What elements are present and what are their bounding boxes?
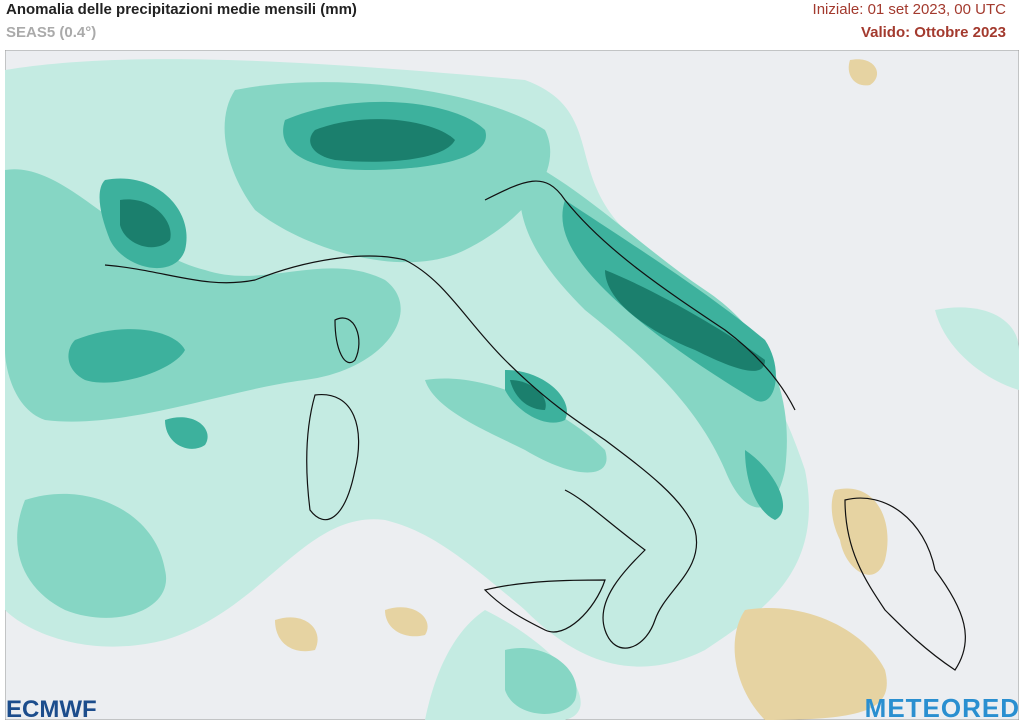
init-time: Iniziale: 01 set 2023, 00 UTC (812, 1, 1006, 18)
anomaly-map (5, 50, 1019, 720)
very-strong-anomaly (120, 119, 765, 410)
map-title: Anomalia delle precipitazioni medie mens… (6, 1, 357, 18)
ecmwf-logo: ECMWF (6, 696, 97, 723)
coastlines (104, 180, 966, 671)
medium-anomaly (5, 82, 787, 714)
valid-time: Valido: Ottobre 2023 (860, 24, 1006, 41)
meteored-logo: METEORED (864, 693, 1020, 723)
dry-anomaly (275, 59, 888, 720)
model-name: SEAS5 (0.4°) (6, 24, 97, 41)
